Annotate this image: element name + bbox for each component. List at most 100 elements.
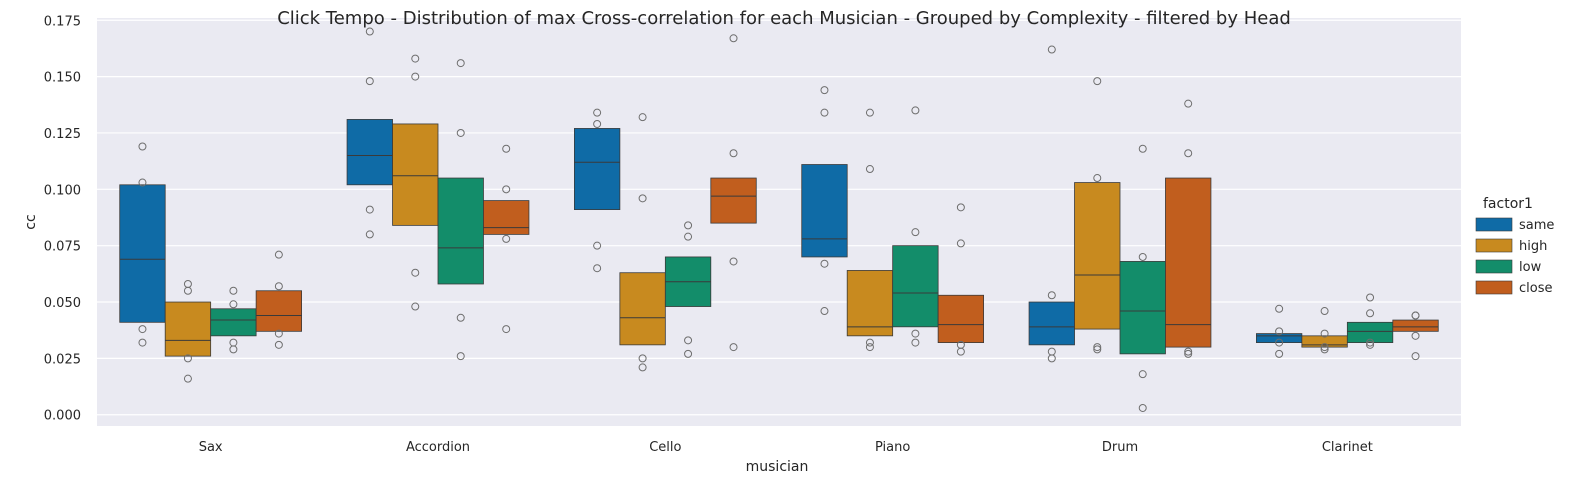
box bbox=[437, 177, 484, 285]
outlier-point bbox=[865, 165, 874, 174]
y-tick-label: 0.025 bbox=[44, 352, 81, 367]
outlier-point bbox=[593, 108, 602, 117]
box bbox=[210, 308, 257, 337]
outlier-point bbox=[365, 205, 374, 214]
outlier-point bbox=[183, 286, 192, 295]
outlier-point bbox=[138, 338, 147, 347]
outlier-point bbox=[1184, 149, 1193, 158]
box bbox=[1028, 301, 1075, 346]
outlier-point bbox=[911, 106, 920, 115]
x-tick-label: Cello bbox=[649, 440, 681, 455]
outlier-point bbox=[956, 203, 965, 212]
outlier-point bbox=[911, 329, 920, 338]
outlier-point bbox=[1411, 352, 1420, 361]
outlier-point bbox=[865, 338, 874, 347]
outlier-point bbox=[1275, 338, 1284, 347]
y-tick-label: 0.050 bbox=[44, 296, 81, 311]
outlier-point bbox=[1047, 354, 1056, 363]
outlier-point bbox=[1093, 345, 1102, 354]
y-tick-label: 0.175 bbox=[44, 14, 81, 29]
outlier-point bbox=[911, 338, 920, 347]
outlier-point bbox=[1366, 293, 1375, 302]
outlier-point bbox=[1184, 99, 1193, 108]
outlier-point bbox=[502, 185, 511, 194]
outlier-point bbox=[274, 340, 283, 349]
box bbox=[346, 119, 393, 186]
y-axis-label: cc bbox=[23, 214, 39, 229]
outlier-point bbox=[138, 178, 147, 187]
legend-swatch bbox=[1475, 217, 1513, 232]
x-tick-label: Accordion bbox=[406, 440, 470, 455]
box bbox=[846, 270, 894, 337]
outlier-points bbox=[138, 27, 1420, 412]
outlier-point bbox=[1366, 340, 1375, 349]
legend-item-label: high bbox=[1519, 239, 1547, 254]
outlier-point bbox=[1093, 77, 1102, 86]
outlier-point bbox=[1275, 304, 1284, 313]
outlier-point bbox=[1275, 327, 1284, 336]
outlier-point bbox=[1184, 349, 1193, 358]
outlier-point bbox=[911, 228, 920, 237]
outlier-point bbox=[274, 250, 283, 259]
box bbox=[164, 301, 212, 357]
outlier-point bbox=[183, 374, 192, 383]
outlier-point bbox=[229, 300, 238, 309]
outlier-point bbox=[456, 352, 465, 361]
outlier-point bbox=[1093, 174, 1102, 183]
x-tick-label: Clarinet bbox=[1322, 440, 1373, 455]
outlier-point bbox=[456, 128, 465, 137]
box bbox=[574, 128, 621, 211]
outlier-point bbox=[365, 230, 374, 239]
outlier-point bbox=[865, 108, 874, 117]
legend: factor1 same high low close bbox=[1475, 196, 1554, 296]
x-tick-label: Piano bbox=[875, 440, 910, 455]
plot-area bbox=[97, 18, 1461, 426]
outlier-point bbox=[1366, 309, 1375, 318]
y-tick-label: 0.125 bbox=[44, 127, 81, 142]
legend-title: factor1 bbox=[1483, 196, 1533, 212]
y-axis-ticks: 0.000 0.025 0.050 0.075 0.100 0.125 0.150 0.175 bbox=[44, 14, 81, 423]
outlier-point bbox=[1320, 343, 1329, 352]
box bbox=[892, 245, 939, 328]
outlier-point bbox=[456, 313, 465, 322]
legend-swatch bbox=[1475, 259, 1513, 274]
x-axis-ticks: Sax Accordion Cello Piano Drum Clarinet bbox=[199, 440, 1373, 455]
outlier-point bbox=[729, 257, 738, 266]
y-tick-label: 0.150 bbox=[44, 71, 81, 86]
outlier-point bbox=[729, 343, 738, 352]
outlier-point bbox=[1184, 347, 1193, 356]
outlier-point bbox=[365, 27, 374, 36]
outlier-point bbox=[502, 234, 511, 243]
outlier-point bbox=[1047, 45, 1056, 54]
legend-item-label: low bbox=[1519, 260, 1542, 275]
outlier-point bbox=[1138, 370, 1147, 379]
outlier-point bbox=[365, 77, 374, 86]
outlier-point bbox=[1366, 338, 1375, 347]
outlier-point bbox=[729, 149, 738, 158]
box bbox=[619, 272, 666, 346]
outlier-point bbox=[502, 144, 511, 153]
outlier-point bbox=[638, 113, 647, 122]
box bbox=[483, 200, 530, 235]
box bbox=[801, 164, 848, 258]
box bbox=[392, 123, 439, 226]
outlier-point bbox=[593, 241, 602, 250]
outlier-point bbox=[1411, 331, 1420, 340]
y-tick-label: 0.000 bbox=[44, 409, 81, 424]
x-tick-label: Sax bbox=[199, 440, 223, 455]
outlier-point bbox=[684, 221, 693, 230]
outlier-point bbox=[684, 349, 693, 358]
chart-title: Click Tempo - Distribution of max Cross-… bbox=[277, 8, 1291, 29]
outlier-point bbox=[1047, 291, 1056, 300]
outlier-point bbox=[411, 54, 420, 63]
outlier-point bbox=[411, 302, 420, 311]
outlier-point bbox=[411, 268, 420, 277]
outlier-point bbox=[638, 363, 647, 372]
legend-swatch bbox=[1475, 238, 1513, 253]
x-tick-label: Drum bbox=[1102, 440, 1138, 455]
outlier-point bbox=[1320, 345, 1329, 354]
y-tick-label: 0.075 bbox=[44, 240, 81, 255]
outlier-point bbox=[274, 282, 283, 291]
outlier-point bbox=[1411, 311, 1420, 320]
box bbox=[255, 290, 302, 332]
